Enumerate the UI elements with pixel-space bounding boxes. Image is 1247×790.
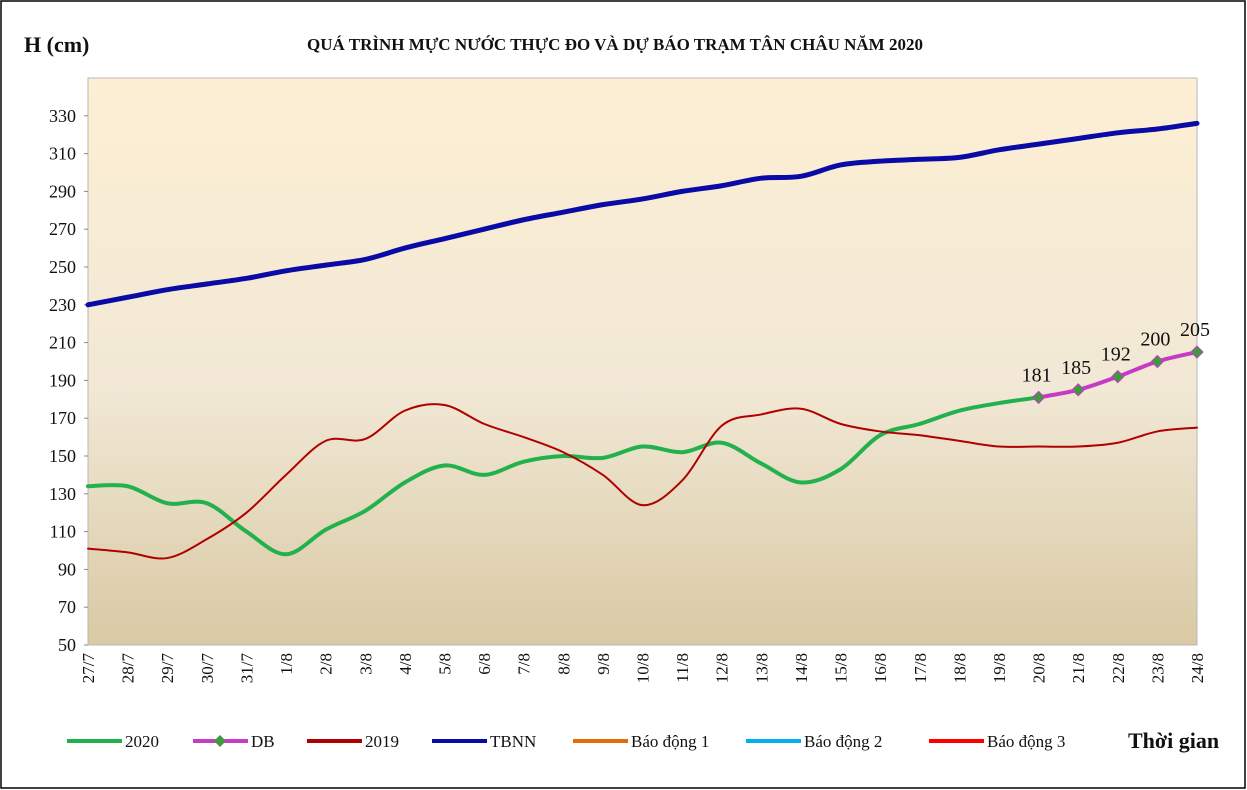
legend-label: TBNN xyxy=(490,732,536,751)
legend-label: 2019 xyxy=(365,732,399,751)
x-tick-label: 1/8 xyxy=(277,653,296,675)
x-tick-label: 28/7 xyxy=(119,653,138,684)
marker xyxy=(1190,345,1204,359)
x-tick-label: 31/7 xyxy=(237,653,256,684)
marker xyxy=(1111,369,1125,384)
x-tick-label: 20/8 xyxy=(1030,653,1049,683)
x-tick-label: 30/7 xyxy=(198,653,217,684)
chart-title: QUÁ TRÌNH MỰC NƯỚC THỰC ĐO VÀ DỰ BÁO TRẠ… xyxy=(307,35,923,54)
x-tick-label: 15/8 xyxy=(832,653,851,683)
y-tick-label: 330 xyxy=(49,106,76,126)
data-label: 181 xyxy=(1022,364,1052,386)
data-label: 205 xyxy=(1180,319,1210,341)
y-axis-label: H (cm) xyxy=(24,32,89,57)
y-tick-label: 190 xyxy=(49,370,76,390)
y-tick-label: 270 xyxy=(49,219,76,239)
legend-marker xyxy=(214,735,226,747)
series-line xyxy=(87,403,1198,560)
x-tick-label: 2/8 xyxy=(317,653,336,675)
legend-label: Báo động 2 xyxy=(804,732,882,751)
marker xyxy=(1150,354,1165,369)
x-tick-label: 24/8 xyxy=(1188,653,1207,683)
x-tick-label: 29/7 xyxy=(158,653,177,684)
x-tick-label: 21/8 xyxy=(1069,653,1088,683)
x-tick-label: 14/8 xyxy=(792,653,811,683)
x-tick-label: 3/8 xyxy=(356,653,375,675)
x-tick-label: 17/8 xyxy=(911,653,930,683)
x-axis-label: Thời gian xyxy=(1128,728,1219,753)
x-tick-label: 7/8 xyxy=(515,653,534,675)
x-tick-label: 11/8 xyxy=(673,653,692,683)
x-tick-label: 8/8 xyxy=(554,653,573,675)
data-label: 192 xyxy=(1101,344,1131,366)
x-tick-label: 22/8 xyxy=(1109,653,1128,683)
legend-label: DB xyxy=(251,732,275,751)
x-tick-label: 6/8 xyxy=(475,653,494,675)
x-tick-label: 9/8 xyxy=(594,653,613,675)
y-tick-label: 250 xyxy=(49,257,76,277)
y-tick-label: 110 xyxy=(50,522,76,542)
y-tick-label: 310 xyxy=(49,144,76,164)
y-tick-label: 130 xyxy=(49,484,76,504)
x-tick-label: 19/8 xyxy=(990,653,1009,683)
legend-label: Báo động 3 xyxy=(987,732,1065,751)
marker xyxy=(1071,383,1085,397)
y-tick-label: 50 xyxy=(58,635,76,655)
x-tick-label: 16/8 xyxy=(871,653,890,683)
x-tick-label: 18/8 xyxy=(950,653,969,683)
y-tick-label: 210 xyxy=(49,333,76,353)
x-tick-label: 27/7 xyxy=(79,653,98,684)
series-line xyxy=(86,395,1041,557)
y-tick-label: 230 xyxy=(49,295,76,315)
series-line xyxy=(85,120,1200,308)
y-tick-label: 170 xyxy=(49,408,76,428)
x-tick-label: 13/8 xyxy=(752,653,771,683)
y-tick-label: 90 xyxy=(58,559,76,579)
legend-label: 2020 xyxy=(125,732,159,751)
legend-label: Báo động 1 xyxy=(631,732,709,751)
y-tick-label: 150 xyxy=(49,446,76,466)
y-tick-label: 70 xyxy=(58,597,76,617)
x-tick-label: 4/8 xyxy=(396,653,415,675)
y-tick-label: 290 xyxy=(49,181,76,201)
data-label: 200 xyxy=(1140,329,1170,351)
x-tick-label: 23/8 xyxy=(1148,653,1167,683)
data-label: 185 xyxy=(1061,357,1091,379)
x-tick-label: 10/8 xyxy=(634,653,653,683)
x-tick-label: 12/8 xyxy=(713,653,732,683)
x-tick-label: 5/8 xyxy=(435,653,454,675)
marker xyxy=(1031,390,1046,405)
plot-area xyxy=(87,77,1198,646)
